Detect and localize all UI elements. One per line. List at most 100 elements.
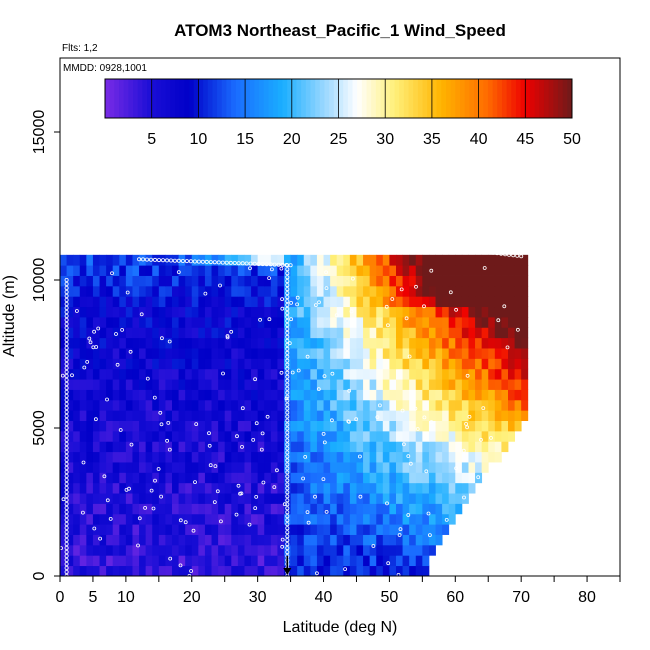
colorbar-segment bbox=[431, 79, 438, 118]
heat-cell bbox=[60, 555, 67, 567]
heat-cell bbox=[422, 306, 430, 318]
heat-cell bbox=[448, 337, 456, 349]
heat-cell bbox=[428, 544, 436, 556]
sample-point bbox=[194, 422, 199, 427]
heat-cell bbox=[73, 265, 81, 276]
heat-cell bbox=[376, 565, 384, 576]
heat-cell bbox=[66, 389, 74, 401]
heat-cell bbox=[165, 358, 173, 370]
track-sample bbox=[285, 279, 290, 284]
heat-cell bbox=[106, 555, 114, 567]
heat-cell bbox=[428, 389, 436, 401]
heat-cell bbox=[211, 451, 219, 463]
heat-cell bbox=[244, 410, 252, 421]
track-sample bbox=[64, 554, 69, 559]
heat-cell bbox=[132, 285, 140, 297]
heat-cell bbox=[297, 503, 305, 515]
heat-cell bbox=[244, 379, 252, 390]
heat-cell bbox=[356, 368, 364, 380]
heat-cell bbox=[448, 441, 456, 453]
track-sample bbox=[285, 442, 290, 447]
track-sample bbox=[64, 445, 69, 450]
heat-cell bbox=[330, 565, 338, 576]
heat-cell bbox=[270, 296, 278, 308]
heat-cell bbox=[422, 348, 430, 359]
heat-cell bbox=[60, 420, 67, 432]
heat-cell bbox=[119, 265, 127, 276]
heat-cell bbox=[264, 503, 272, 515]
heat-cell bbox=[172, 482, 179, 494]
heat-cell bbox=[330, 430, 338, 442]
heat-cell bbox=[79, 503, 87, 515]
sample-point bbox=[465, 425, 470, 430]
heat-cell bbox=[99, 368, 107, 380]
heat-cell bbox=[211, 420, 219, 432]
heat-cell bbox=[396, 462, 403, 473]
heat-cell bbox=[455, 348, 463, 359]
sample-point bbox=[96, 326, 101, 331]
heat-cell bbox=[73, 410, 81, 421]
heat-cell bbox=[152, 472, 160, 484]
heat-cell bbox=[330, 493, 338, 504]
heat-cell bbox=[363, 462, 371, 473]
heat-cell bbox=[422, 379, 430, 390]
sample-point bbox=[407, 354, 412, 359]
heat-cell bbox=[60, 275, 67, 287]
track-sample bbox=[285, 378, 290, 383]
heat-cell bbox=[428, 524, 436, 535]
sample-point bbox=[260, 431, 265, 436]
colorbar-segment bbox=[515, 79, 522, 118]
heat-cell bbox=[415, 296, 423, 308]
heat-cell bbox=[224, 327, 232, 339]
heat-cell bbox=[396, 513, 403, 525]
colorbar-segment bbox=[478, 79, 484, 118]
heat-cell bbox=[369, 503, 377, 515]
heat-cell bbox=[376, 410, 384, 421]
heat-cell bbox=[264, 462, 272, 473]
heat-cell bbox=[356, 430, 364, 442]
heat-cell bbox=[125, 296, 133, 308]
heat-cell bbox=[198, 327, 206, 339]
heat-cell bbox=[191, 265, 199, 276]
track-sample bbox=[223, 204, 228, 209]
heat-cell bbox=[461, 472, 469, 484]
heat-cell bbox=[349, 430, 357, 442]
colorbar-segment bbox=[366, 79, 372, 118]
heat-cell bbox=[152, 493, 160, 504]
heat-cell bbox=[178, 441, 186, 453]
heat-cell bbox=[158, 555, 166, 567]
heat-cell bbox=[139, 254, 147, 266]
sample-point bbox=[215, 489, 220, 494]
heat-cell bbox=[501, 348, 509, 359]
heat-cell bbox=[178, 410, 186, 421]
colorbar-segment bbox=[417, 79, 424, 118]
heat-cell bbox=[316, 399, 324, 411]
sample-point bbox=[371, 544, 376, 548]
sample-point bbox=[60, 373, 65, 378]
heat-cell bbox=[224, 399, 232, 411]
heat-cell bbox=[257, 430, 265, 442]
heat-cell bbox=[185, 430, 193, 442]
heat-cell bbox=[132, 462, 140, 473]
heat-cell bbox=[145, 379, 153, 390]
heat-cell bbox=[191, 337, 199, 349]
heat-cell bbox=[461, 410, 469, 421]
heat-cell bbox=[185, 285, 193, 297]
heat-cell bbox=[396, 524, 403, 535]
heat-cell bbox=[251, 358, 259, 370]
heat-cell bbox=[349, 420, 357, 432]
heat-cell bbox=[92, 254, 100, 266]
x-tick-label: 80 bbox=[578, 589, 596, 606]
track-sample bbox=[196, 259, 201, 264]
heat-cell bbox=[356, 317, 364, 328]
heat-cell bbox=[139, 482, 147, 494]
heat-cell bbox=[112, 451, 120, 463]
heat-cell bbox=[270, 399, 278, 411]
heat-cell bbox=[86, 524, 94, 535]
heat-cell bbox=[349, 493, 357, 504]
heat-cell bbox=[66, 451, 74, 463]
sample-point bbox=[267, 276, 272, 281]
heat-cell bbox=[290, 534, 298, 546]
colorbar-segment bbox=[249, 79, 255, 118]
heat-cell bbox=[73, 524, 81, 535]
